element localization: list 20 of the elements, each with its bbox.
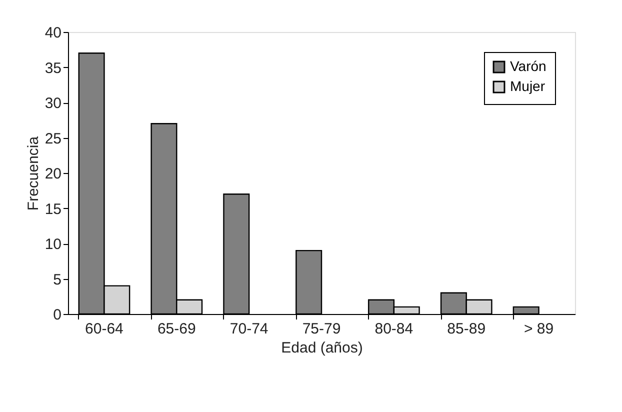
y-axis-title: Frecuencia bbox=[24, 136, 42, 211]
y-tick-label: 20 bbox=[44, 166, 62, 182]
y-tick-label: 35 bbox=[44, 60, 62, 77]
legend-label: Varón bbox=[510, 58, 546, 74]
y-tick-label: 0 bbox=[53, 306, 62, 324]
x-tick-label: > 89 bbox=[524, 320, 554, 338]
y-tick-label: 5 bbox=[53, 271, 62, 288]
y-tick-label: 15 bbox=[44, 200, 62, 218]
x-tick-label: 65-69 bbox=[157, 320, 196, 338]
x-axis-title: Edad (años) bbox=[281, 340, 363, 356]
y-tick-label: 30 bbox=[44, 95, 62, 112]
x-tick-label: 60-64 bbox=[85, 320, 124, 338]
y-tick-label: 40 bbox=[44, 24, 62, 42]
y-tick-label: 10 bbox=[44, 236, 62, 253]
legend-label: Mujer bbox=[510, 78, 546, 94]
x-tick-label: 85-89 bbox=[447, 320, 486, 338]
x-tick-label: 70-74 bbox=[230, 320, 268, 338]
y-tick-label: 25 bbox=[44, 130, 62, 148]
x-tick-label: 75-79 bbox=[302, 320, 341, 338]
x-tick-label: 80-84 bbox=[374, 320, 414, 338]
